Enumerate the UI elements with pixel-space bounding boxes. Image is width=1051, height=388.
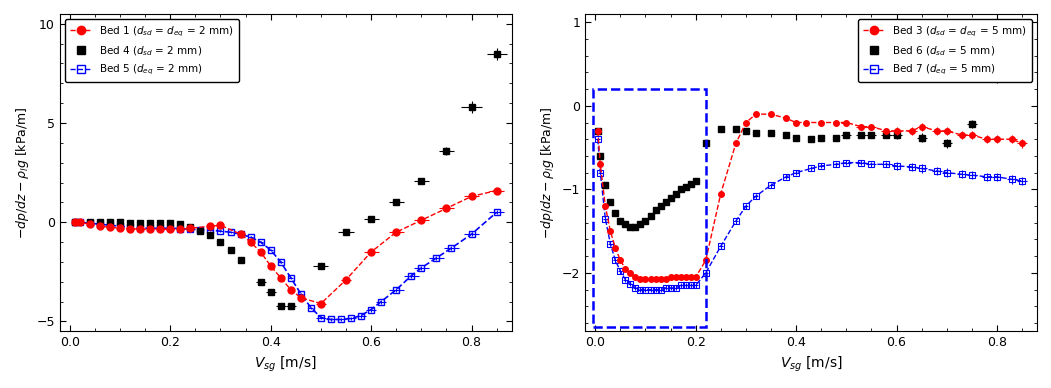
X-axis label: $V_{sg}$ [m/s]: $V_{sg}$ [m/s] [254, 355, 317, 374]
Bar [593, 89, 705, 327]
Y-axis label: $-dp/dz-\rho_l g$ [kPa/m]: $-dp/dz-\rho_l g$ [kPa/m] [14, 106, 30, 239]
X-axis label: $V_{sg}$ [m/s]: $V_{sg}$ [m/s] [780, 355, 843, 374]
Legend: Bed 1 ($d_{sd}$ = $d_{eq}$ = 2 mm), Bed 4 ($d_{sd}$ = 2 mm), Bed 5 ($d_{eq}$ = 2: Bed 1 ($d_{sd}$ = $d_{eq}$ = 2 mm), Bed … [65, 19, 239, 82]
Y-axis label: $-dp/dz-\rho_l g$ [kPa/m]: $-dp/dz-\rho_l g$ [kPa/m] [539, 106, 556, 239]
Legend: Bed 3 ($d_{sd}$ = $d_{eq}$ = 5 mm), Bed 6 ($d_{sd}$ = 5 mm), Bed 7 ($d_{eq}$ = 5: Bed 3 ($d_{sd}$ = $d_{eq}$ = 5 mm), Bed … [858, 19, 1032, 82]
